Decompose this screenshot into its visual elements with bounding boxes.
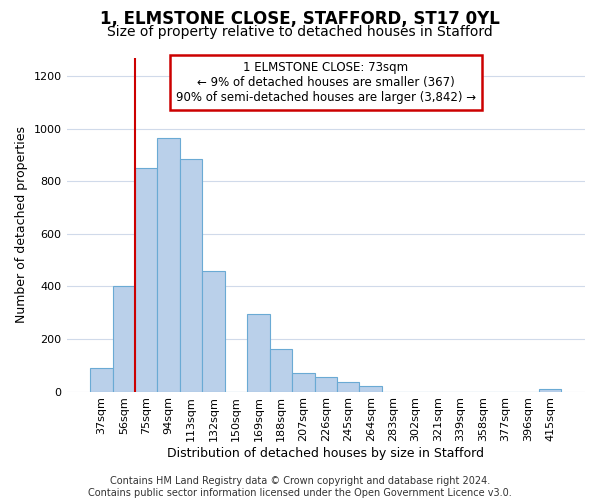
- Bar: [314, 377, 337, 392]
- Bar: [113, 286, 135, 392]
- Y-axis label: Number of detached properties: Number of detached properties: [15, 126, 28, 323]
- Bar: [157, 138, 180, 392]
- Bar: [292, 373, 314, 392]
- Bar: [180, 159, 202, 392]
- Text: Contains HM Land Registry data © Crown copyright and database right 2024.
Contai: Contains HM Land Registry data © Crown c…: [88, 476, 512, 498]
- Bar: [247, 314, 269, 392]
- Bar: [269, 350, 292, 392]
- Bar: [135, 168, 157, 392]
- Text: 1, ELMSTONE CLOSE, STAFFORD, ST17 0YL: 1, ELMSTONE CLOSE, STAFFORD, ST17 0YL: [100, 10, 500, 28]
- Text: Size of property relative to detached houses in Stafford: Size of property relative to detached ho…: [107, 25, 493, 39]
- Bar: [337, 382, 359, 392]
- Bar: [359, 386, 382, 392]
- Bar: [539, 389, 562, 392]
- Text: 1 ELMSTONE CLOSE: 73sqm
← 9% of detached houses are smaller (367)
90% of semi-de: 1 ELMSTONE CLOSE: 73sqm ← 9% of detached…: [176, 61, 476, 104]
- Bar: [90, 368, 113, 392]
- Bar: [202, 270, 225, 392]
- X-axis label: Distribution of detached houses by size in Stafford: Distribution of detached houses by size …: [167, 447, 484, 460]
